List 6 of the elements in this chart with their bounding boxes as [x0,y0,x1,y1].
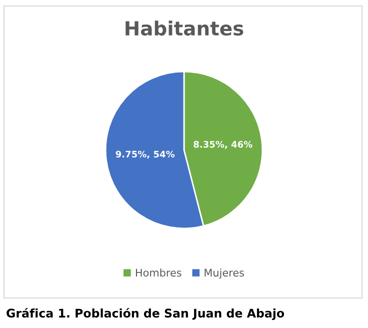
data-label: 8.35%, 46% [194,140,252,149]
legend-label: Mujeres [204,268,244,279]
legend-label: Hombres [136,268,182,277]
chart-title: Habitantes [126,20,244,36]
text: Gráfica 1. Población de San Juan de Abajo [6,308,284,320]
data-label: 9.75%, 54% [116,150,175,159]
